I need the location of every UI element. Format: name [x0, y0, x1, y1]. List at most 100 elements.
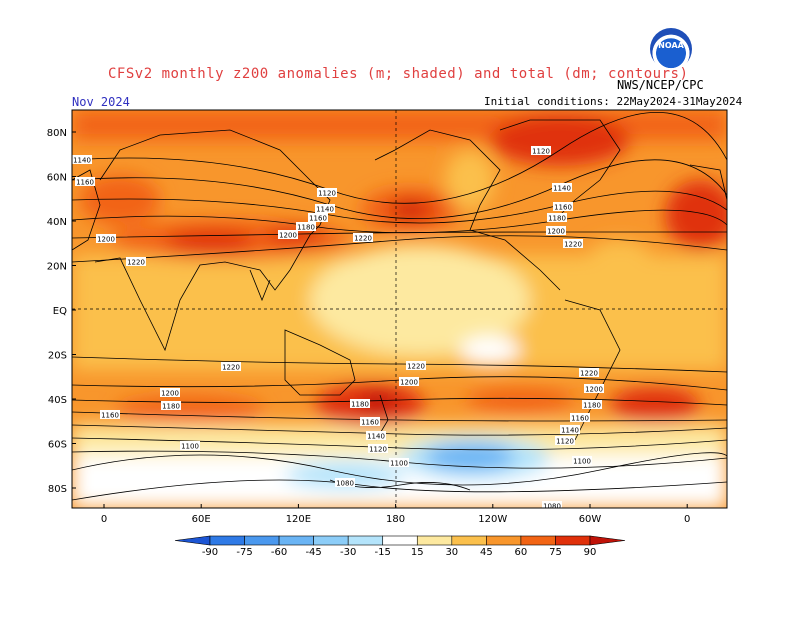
colorbar-swatch — [313, 535, 349, 546]
contour-label-box — [221, 362, 241, 371]
lat-label: 80N — [47, 128, 67, 139]
contour-label-box — [126, 257, 146, 266]
contour-label: 1200 — [161, 390, 179, 398]
contour-label-box — [350, 399, 370, 408]
latitude-axis: 80N 60N 40N 20N EQ 20S 40S 60S 80S — [47, 128, 76, 495]
colorbar-swatch — [209, 535, 245, 546]
organization-label: NWS/NCEP/CPC — [617, 78, 704, 92]
lon-label: 120E — [286, 514, 311, 525]
contour-label: 1140 — [367, 433, 385, 441]
colorbar-label: -45 — [305, 547, 321, 558]
contour-label: 1140 — [553, 185, 571, 193]
contour-label: 1100 — [573, 458, 591, 466]
contour-label: 1160 — [361, 419, 379, 427]
contour-label-box — [335, 478, 355, 487]
contour-label: 1180 — [351, 401, 369, 409]
lat-label: 40N — [47, 217, 67, 228]
contour-label-box — [579, 368, 599, 377]
colorbar-swatch — [451, 535, 487, 546]
contour-label: 1160 — [554, 204, 572, 212]
colorbar-label: -75 — [236, 547, 252, 558]
contour-label: 1080 — [336, 480, 354, 488]
contour-label-box — [353, 233, 373, 242]
contour-label-box — [563, 239, 583, 248]
colorbar-label: 45 — [480, 547, 493, 558]
contour-label-box — [317, 188, 337, 197]
contour-label: 1220 — [354, 235, 372, 243]
colorbar-swatch — [278, 535, 314, 546]
contour-label: 1160 — [76, 179, 94, 187]
contour-label-box — [531, 146, 551, 155]
colorbar-label: 60 — [515, 547, 528, 558]
colorbar-swatch — [347, 535, 384, 546]
contour-label: 1100 — [181, 443, 199, 451]
initial-conditions: Initial conditions: 22May2024-31May2024 — [484, 95, 743, 108]
contour-label: 1160 — [309, 215, 327, 223]
contour-label-box — [389, 458, 409, 467]
contour-label: 1200 — [97, 236, 115, 244]
colorbar-label: -90 — [202, 547, 218, 558]
contour-label: 1180 — [548, 215, 566, 223]
contour-label-box — [547, 213, 567, 222]
lat-label: 20N — [47, 262, 67, 273]
noaa-logo: NOAA — [650, 28, 692, 70]
contour-label-box — [360, 417, 380, 426]
colorbar-swatch — [520, 535, 556, 546]
contour-label: 1220 — [580, 370, 598, 378]
contour-label-box — [572, 456, 592, 465]
contour-label-box — [308, 213, 328, 222]
contour-label-box — [296, 222, 316, 231]
colorbar-swatch — [416, 535, 453, 546]
contour-label-box — [180, 441, 200, 450]
colorbar-label: 15 — [411, 547, 424, 558]
contour-label: 1160 — [101, 412, 119, 420]
contour-label-box — [406, 361, 426, 370]
contour-label-box — [100, 410, 120, 419]
contour-label-box — [570, 413, 590, 422]
contour-label-box — [366, 431, 386, 440]
contour-label-box — [546, 226, 566, 235]
lat-label: 80S — [48, 484, 67, 495]
colorbar-max-arrow — [589, 535, 626, 546]
contour-label: 1160 — [571, 415, 589, 423]
colorbar-label: -60 — [271, 547, 287, 558]
contour-label: 1180 — [583, 402, 601, 410]
contour-label: 1120 — [369, 446, 387, 454]
contour-label-box — [553, 202, 573, 211]
contour-label-box — [560, 425, 580, 434]
colorbar-label: -30 — [340, 547, 356, 558]
contour-label-box — [552, 183, 572, 192]
contour-label-box — [582, 400, 602, 409]
contour-label: 1200 — [585, 386, 603, 394]
contour-label: 1220 — [407, 363, 425, 371]
contour-label: 1120 — [556, 438, 574, 446]
lon-label: 120W — [478, 514, 507, 525]
contour-label-box — [72, 155, 92, 164]
contour-label: 1180 — [162, 403, 180, 411]
contour-label: 1220 — [222, 364, 240, 372]
forecast-month: Nov 2024 — [72, 95, 130, 109]
contour-label-box — [555, 436, 575, 445]
contour-label: 1100 — [390, 460, 408, 468]
lon-label: 180 — [386, 514, 405, 525]
contour-label-box — [584, 384, 604, 393]
reference-lines — [72, 110, 727, 508]
colorbar-label: 75 — [549, 547, 562, 558]
contour-label: 1120 — [318, 190, 336, 198]
contour-label: 1220 — [127, 259, 145, 267]
lat-label: EQ — [53, 306, 67, 317]
colorbar-swatch — [244, 535, 280, 546]
colorbar-min-arrow — [174, 535, 211, 546]
colorbar: -90 -75 -60 -45 -30 -15 15 30 45 60 75 90 — [174, 535, 626, 558]
lat-label: 20S — [48, 351, 67, 362]
map-frame — [71, 109, 728, 509]
lon-label: 60E — [192, 514, 211, 525]
contour-label: 1140 — [316, 206, 334, 214]
contour-label: 1080 — [543, 503, 561, 511]
contour-label: 1120 — [532, 148, 550, 156]
contour-label: 1200 — [400, 379, 418, 387]
colorbar-swatch — [555, 535, 591, 546]
contour-label: 1140 — [73, 157, 91, 165]
